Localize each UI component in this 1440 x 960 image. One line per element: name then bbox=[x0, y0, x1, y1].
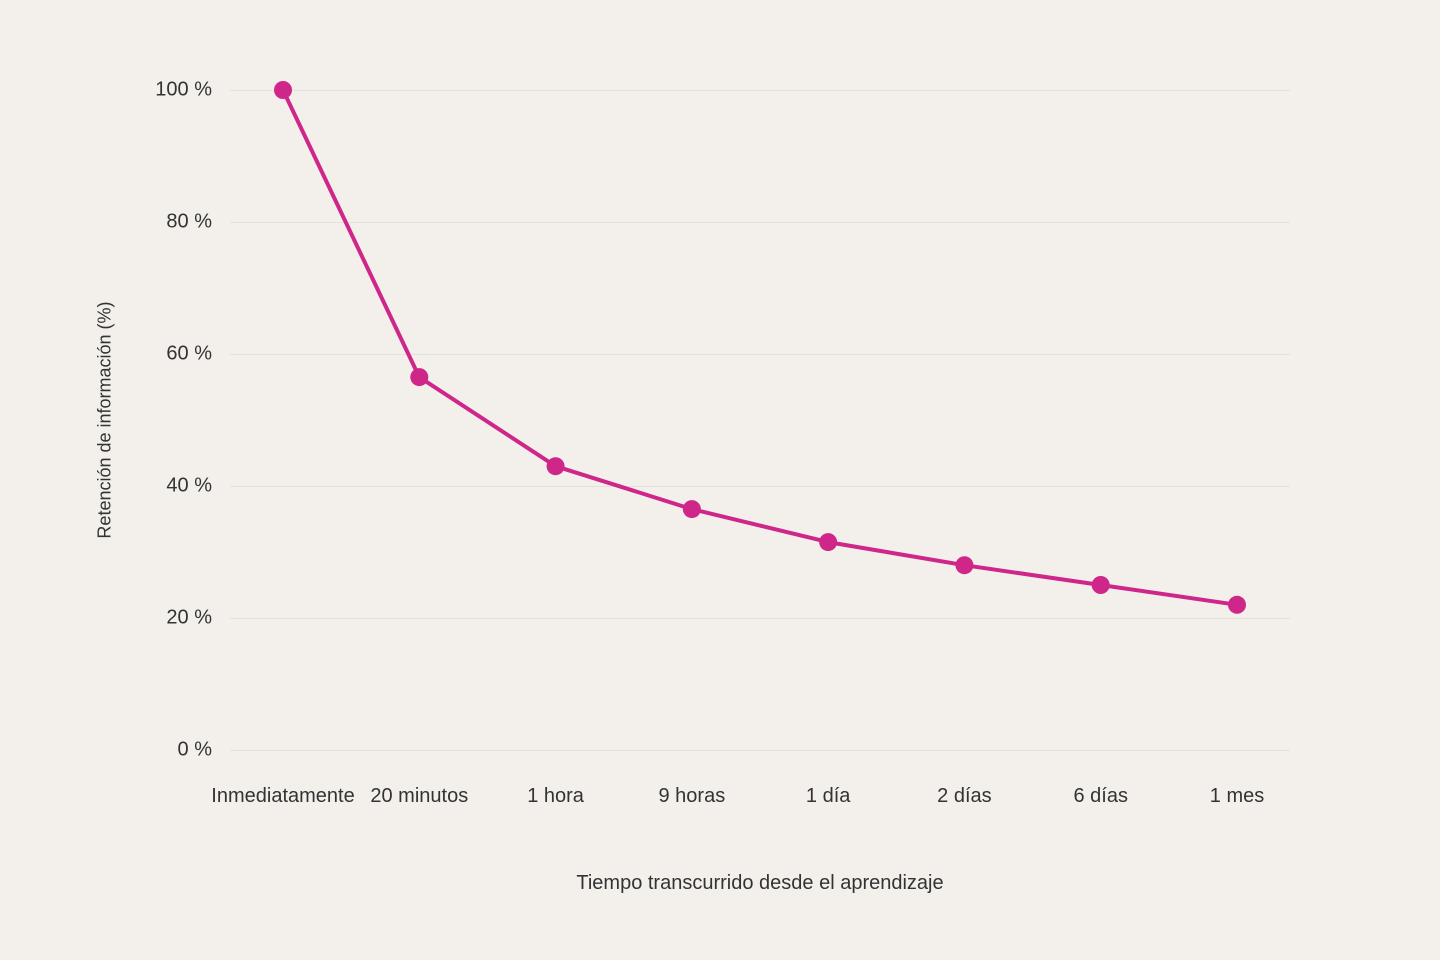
series-line bbox=[283, 90, 1237, 605]
series-marker bbox=[955, 556, 973, 574]
series-marker bbox=[683, 500, 701, 518]
series-marker bbox=[274, 81, 292, 99]
chart-canvas: 0 %20 %40 %60 %80 %100 %Inmediatamente20… bbox=[0, 0, 1440, 960]
series-marker bbox=[1092, 576, 1110, 594]
plot-svg bbox=[0, 0, 1440, 960]
series-marker bbox=[410, 368, 428, 386]
series-marker bbox=[547, 457, 565, 475]
series-marker bbox=[1228, 596, 1246, 614]
series-marker bbox=[819, 533, 837, 551]
